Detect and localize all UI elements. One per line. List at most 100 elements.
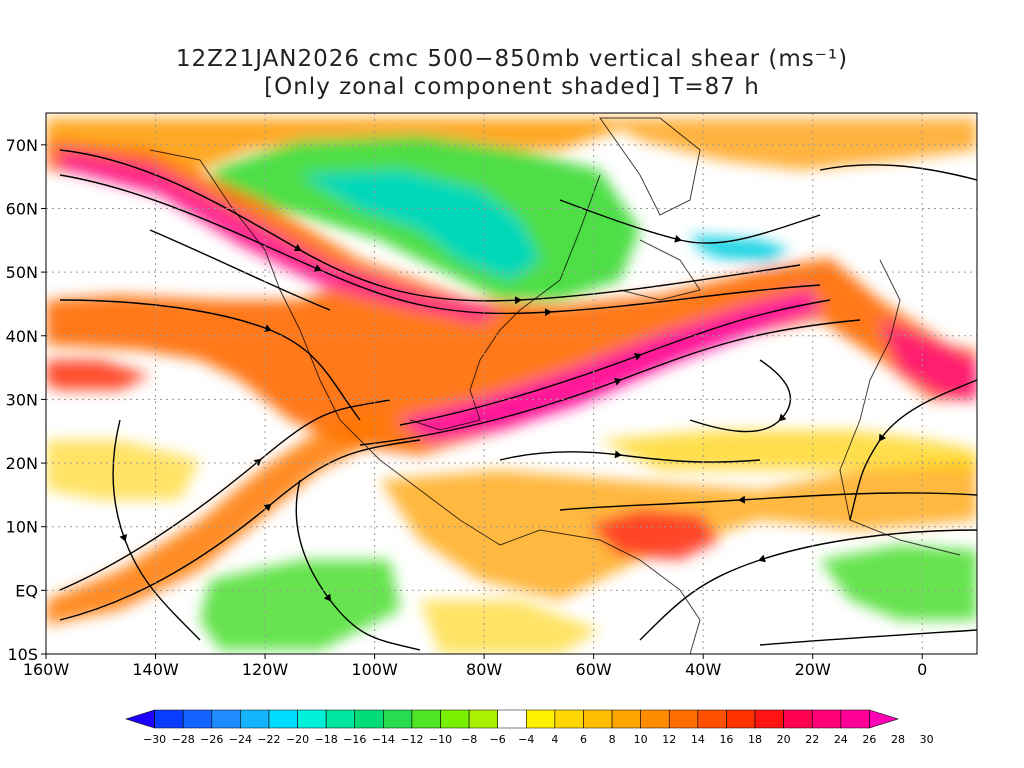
coastline-south-america	[499, 529, 701, 654]
colorbar-label: −8	[461, 733, 477, 746]
colorbar-label: −30	[143, 733, 166, 746]
latitude-label: 20N	[6, 454, 38, 473]
latitude-label: 60N	[6, 199, 38, 218]
colorbar-label: 16	[719, 733, 733, 746]
graticule	[46, 113, 977, 654]
colorbar-label: −12	[400, 733, 423, 746]
latitude-label: 10S	[7, 645, 38, 664]
colorbar-swatch	[754, 709, 784, 729]
colorbar-label: 10	[634, 733, 648, 746]
colorbar-label: −28	[172, 733, 195, 746]
colorbar-swatch	[297, 709, 327, 729]
shade-pacific-diagonal	[46, 410, 380, 625]
shade-jet-core-north	[60, 150, 500, 322]
colorbar-label: −14	[372, 733, 395, 746]
colorbar-swatch	[268, 709, 298, 729]
colorbar-label: −18	[315, 733, 338, 746]
chart-title-line-2: [Only zonal component shaded] T=87 h	[264, 74, 760, 100]
longitude-labels: 160W 140W 120W 100W 80W 60W 40W 20W 0	[23, 654, 927, 679]
colorbar-label: 24	[834, 733, 848, 746]
streamline	[59, 439, 421, 621]
shade-polar-orange	[46, 118, 620, 170]
streamline	[499, 450, 761, 463]
latitude-label: 30N	[6, 390, 38, 409]
colorbar-swatch	[840, 709, 870, 729]
colorbar-label: 20	[777, 733, 791, 746]
colorbar-swatch	[640, 709, 670, 729]
colorbar-swatch	[468, 709, 499, 729]
streamlines	[59, 149, 977, 651]
longitude-label: 60W	[576, 660, 612, 679]
streamline	[689, 359, 791, 433]
shade-yellow-south	[420, 600, 600, 654]
latitude-label: 10N	[6, 518, 38, 537]
shade-caribbean-red	[590, 510, 720, 560]
longitude-label: 120W	[242, 660, 289, 679]
coastline-north-america-east	[409, 174, 601, 431]
streamline	[59, 299, 361, 421]
colorbar-label: 12	[662, 733, 676, 746]
map-area	[46, 113, 977, 654]
coastline-labrador	[619, 239, 701, 301]
colorbar-swatch	[211, 709, 241, 729]
colorbar-swatch	[668, 709, 699, 729]
shade-polar-orange-east	[600, 118, 977, 170]
streamline	[639, 529, 977, 641]
latitude-label: 50N	[6, 263, 38, 282]
colorbar-label: 30	[920, 733, 934, 746]
streamline	[759, 629, 977, 646]
colorbar-label: 6	[580, 733, 587, 746]
streamline	[359, 319, 861, 446]
colorbar-swatch	[525, 709, 556, 729]
colorbar-swatch	[154, 709, 184, 729]
colorbar-swatch	[440, 709, 470, 729]
colorbar-swatch	[182, 709, 213, 729]
latitude-labels: 70N 60N 50N 40N 30N 20N 10N EQ 10S	[6, 136, 46, 664]
streamline	[59, 399, 391, 591]
streamline	[112, 419, 201, 641]
longitude-label: 160W	[23, 660, 70, 679]
streamline	[559, 492, 977, 511]
colorbar-label: −20	[286, 733, 309, 746]
shear-shading	[46, 118, 977, 654]
colorbar-label: 4	[551, 733, 558, 746]
colorbar-label: −22	[257, 733, 280, 746]
streamline	[559, 199, 821, 244]
colorbar-label: −10	[429, 733, 452, 746]
shade-subtropical-red	[46, 360, 150, 390]
colorbar-swatch	[125, 709, 155, 729]
colorbar-swatch	[325, 709, 356, 729]
colorbar-swatch	[583, 709, 613, 729]
chart-title-line-1: 12Z21JAN2026 cmc 500−850mb vertical shea…	[175, 46, 849, 72]
shade-green-pacific	[200, 560, 400, 650]
shade-jet-outer	[46, 140, 977, 455]
coastline-greenland	[599, 117, 701, 216]
streamline	[849, 379, 977, 521]
colorbar-swatch	[611, 709, 641, 729]
colorbar-swatch	[783, 709, 813, 729]
streamline	[819, 164, 977, 181]
shade-jet-core-east	[880, 320, 977, 400]
streamline	[399, 299, 831, 426]
colorbar-swatch	[726, 709, 756, 729]
colorbar-label: 8	[609, 733, 616, 746]
longitude-label: 140W	[132, 660, 179, 679]
coastline-europe-africa	[839, 259, 961, 556]
colorbar-label: 22	[805, 733, 819, 746]
streamline	[295, 479, 421, 651]
colorbar-swatch	[554, 709, 584, 729]
longitude-label: 0	[917, 660, 927, 679]
longitude-label: 80W	[466, 660, 502, 679]
streamline	[149, 229, 331, 311]
streamline	[59, 174, 821, 317]
latitude-label: 70N	[6, 136, 38, 155]
colorbar-swatch	[411, 709, 441, 729]
longitude-label: 40W	[685, 660, 721, 679]
colorbar-label: −24	[229, 733, 252, 746]
colorbar-swatch	[383, 709, 413, 729]
colorbar-swatch	[240, 709, 270, 729]
colorbar: −30 −28 −26 −24 −22 −20 −18 −16 −14 −12 −10 −8 −6 −4 4…	[125, 709, 934, 746]
colorbar-swatch	[497, 709, 527, 729]
latitude-label: EQ	[15, 581, 38, 600]
